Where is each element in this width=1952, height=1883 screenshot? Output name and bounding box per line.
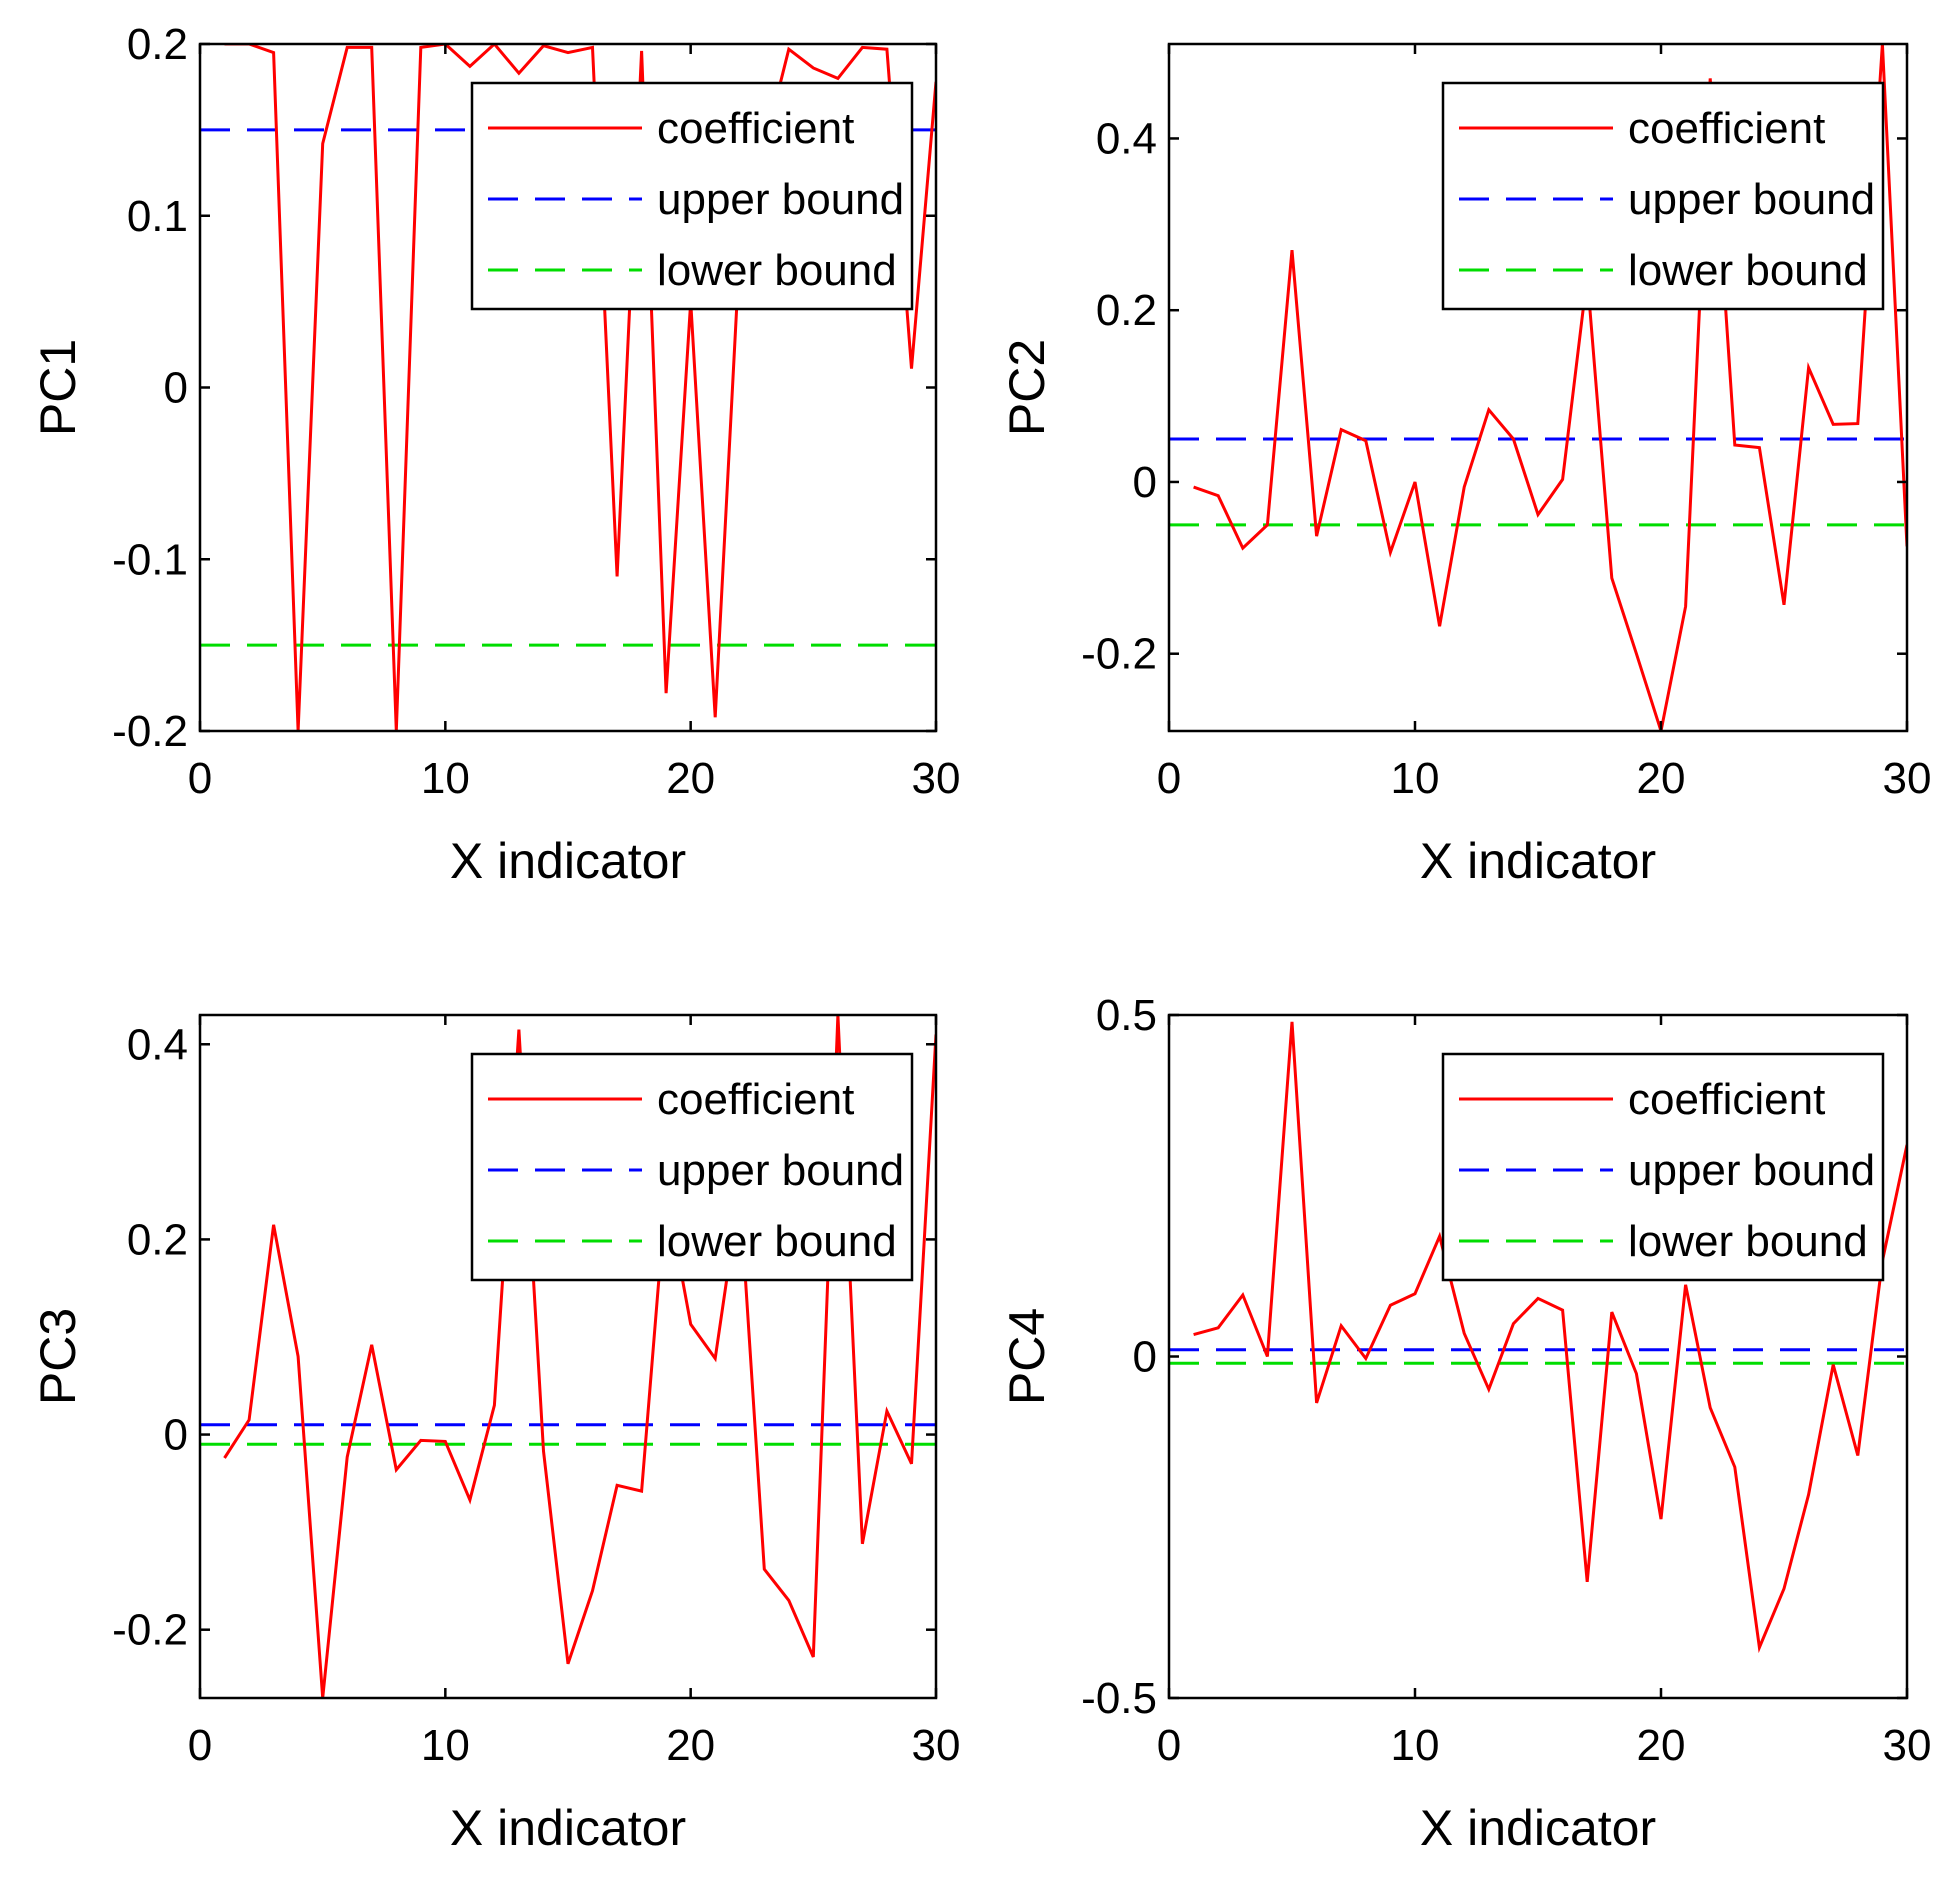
y-tick-label: 0.5: [1096, 991, 1157, 1040]
legend: coefficient upper bound lower bound: [1441, 81, 1885, 311]
y-tick-label: -0.1: [112, 535, 188, 584]
x-tick-label: 30: [1883, 1721, 1932, 1770]
axes-box: [198, 1013, 938, 1700]
series-line-coefficient: [1193, 44, 1907, 731]
x-tick-label: 20: [666, 1721, 715, 1770]
legend: coefficient upper bound lower bound: [1441, 1052, 1885, 1282]
legend-label: upper bound: [1628, 1146, 1875, 1195]
chart-panel-pc3: 0 10 20 30 -0.2 0 0.2 0.4 X indicator PC3 coeffici…: [30, 1013, 961, 1856]
y-tick-label: 0.2: [127, 1215, 188, 1264]
y-tick-label: -0.5: [1081, 1674, 1157, 1723]
series-line-coefficient: [224, 44, 936, 731]
series-group: [200, 1015, 936, 1698]
x-tick-label: 10: [1391, 754, 1440, 803]
x-tick-label: 10: [1391, 1721, 1440, 1770]
x-tick-label: 30: [1883, 754, 1932, 803]
x-tick-label: 0: [188, 754, 212, 803]
y-tick-label: 0: [1133, 1333, 1157, 1382]
y-tick-label: -0.2: [1081, 630, 1157, 679]
y-tick-label: 0.2: [1096, 286, 1157, 335]
legend-label: coefficient: [657, 1075, 854, 1124]
x-tick-label: 10: [421, 1721, 470, 1770]
legend-label: coefficient: [1628, 104, 1825, 153]
y-axis-label: PC4: [999, 1308, 1055, 1405]
y-tick-label: 0.4: [1096, 114, 1157, 163]
y-tick-label: -0.2: [112, 1606, 188, 1655]
y-tick-label: 0: [164, 1411, 188, 1460]
chart-panel-pc4: 0 10 20 30-0.500.5X indicatorPC4coefficient…: [999, 991, 1931, 1856]
y-axis-label: PC2: [999, 339, 1055, 436]
x-tick-label: 0: [1157, 1721, 1181, 1770]
y-tick-label: 0: [164, 364, 188, 413]
y-tick-label: 0.1: [127, 192, 188, 241]
x-tick-label: 0: [1157, 754, 1181, 803]
legend-label: lower bound: [1628, 246, 1868, 295]
axes-box: [1167, 42, 1909, 733]
x-tick-label: 20: [666, 754, 715, 803]
x-tick-label: 0: [188, 1721, 212, 1770]
x-tick-label: 10: [421, 754, 470, 803]
legend-label: lower bound: [657, 246, 897, 295]
legend-label: lower bound: [1628, 1217, 1868, 1266]
legend-label: coefficient: [1628, 1075, 1825, 1124]
x-tick-label: 30: [912, 754, 961, 803]
series-line-coefficient: [223, 1015, 936, 1698]
x-axis-label: X indicator: [1420, 1800, 1656, 1856]
series-group: [1169, 1021, 1907, 1654]
chart-panel-pc2: 0 10 20 30 -0.2 0 0.2 0.4 X indicator PC2 coeffici…: [999, 42, 1932, 889]
legend-label: coefficient: [657, 104, 854, 153]
legend-label: upper bound: [657, 1146, 904, 1195]
legend-label: lower bound: [657, 1217, 897, 1266]
x-axis-label: X indicator: [1420, 833, 1656, 889]
x-tick-label: 20: [1637, 754, 1686, 803]
legend: coefficient upper bound lower bound: [470, 81, 914, 311]
legend-label: upper bound: [1628, 175, 1875, 224]
chart-panel-pc1: 0 10 20 30 -0.2 -0.1 0 0.1 0.2 X indicator PC1 coef…: [30, 20, 960, 889]
y-tick-label: 0.2: [127, 20, 188, 69]
legend: coefficient upper bound lower bound: [470, 1052, 914, 1282]
x-axis-label: X indicator: [450, 1800, 686, 1856]
y-tick-label: 0: [1133, 458, 1157, 507]
x-axis-label: X indicator: [450, 833, 686, 889]
y-tick-label: -0.2: [112, 707, 188, 756]
x-tick-label: 30: [912, 1721, 961, 1770]
series-group: [1169, 44, 1907, 731]
series-line-coefficient: [1193, 1021, 1907, 1654]
x-tick-label: 20: [1637, 1721, 1686, 1770]
legend-label: upper bound: [657, 175, 904, 224]
y-tick-label: 0.4: [127, 1020, 188, 1069]
y-axis-label: PC1: [30, 339, 86, 436]
y-axis-label: PC3: [30, 1308, 86, 1405]
